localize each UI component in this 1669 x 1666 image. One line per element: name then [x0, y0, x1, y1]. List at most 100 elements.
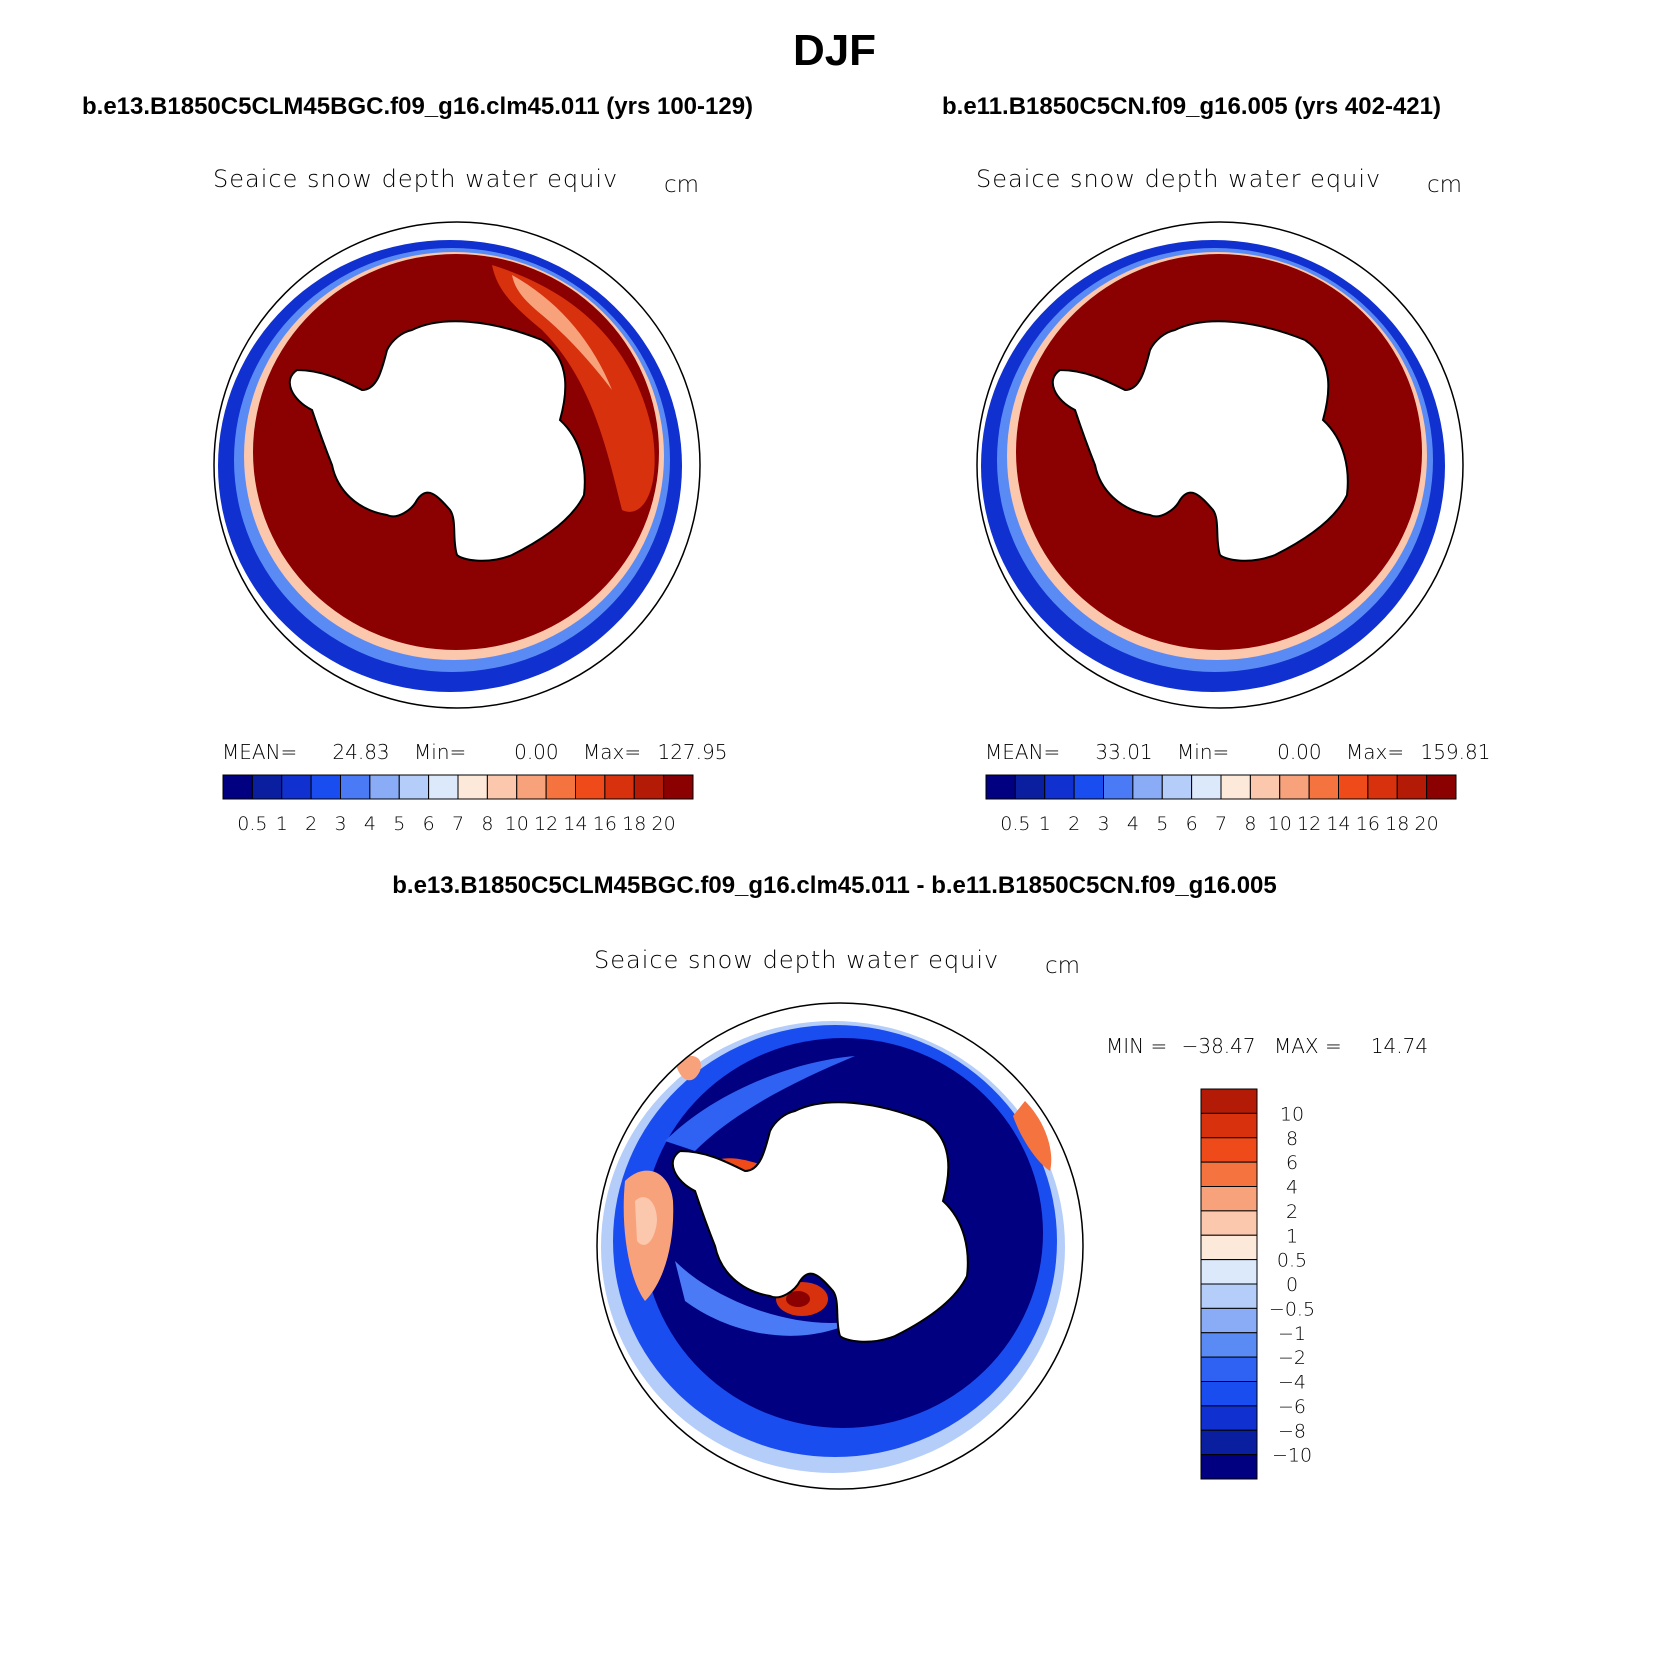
panel2-colorbar-tick-label: 2 — [1068, 813, 1080, 835]
diff-colorbar-box — [1200, 1405, 1258, 1431]
panel2-max-value: 159.81 — [1420, 740, 1491, 764]
panel1-colorbar-tick-label: 4 — [364, 813, 376, 835]
panel2-colorbar-box — [1161, 774, 1193, 800]
panel2-units-label: cm — [1427, 172, 1463, 198]
panel1-colorbar-box — [428, 774, 459, 800]
diff-colorbar-tick-label: −0.5 — [1269, 1298, 1315, 1320]
panel1-colorbar-box — [457, 774, 488, 800]
panel2-colorbar: 0.5 1 2 3 4 5 6 7 8 10 12 14 16 18 20 — [985, 774, 1457, 835]
panel2-max-label: Max= — [1345, 740, 1405, 764]
diff-title: b.e13.B1850C5CLM45BGC.f09_g16.clm45.011 … — [392, 872, 1277, 899]
panel1-colorbar-tick-label: 7 — [452, 813, 464, 835]
panel1-colorbar-tick-label: 12 — [534, 813, 558, 835]
panel2-colorbar-tick-label: 6 — [1186, 813, 1198, 835]
panel2-colorbar-tick-label: 1 — [1039, 813, 1051, 835]
panel2-mean-label: MEAN= — [985, 740, 1061, 764]
panel2-colorbar-box — [1103, 774, 1134, 800]
diff-colorbar-box — [1200, 1381, 1258, 1407]
panel1-colorbar-box — [281, 774, 312, 800]
panel2-colorbar-box — [1014, 774, 1046, 800]
diff-max-label: MAX = — [1273, 1034, 1342, 1058]
panel2-colorbar-tick-label: 4 — [1127, 813, 1139, 835]
panel1-colorbar-tick-label: 20 — [652, 813, 676, 835]
diff-colorbar-box — [1200, 1186, 1258, 1212]
diff-colorbar-tick-label: 0.5 — [1277, 1250, 1307, 1272]
panel2-colorbar-tick-label: 18 — [1385, 813, 1409, 835]
panel2-colorbar-tick-label: 12 — [1297, 813, 1321, 835]
panel1-map-boundary — [213, 221, 701, 709]
panel1-colorbar-box — [369, 774, 400, 800]
panel1-colorbar-box — [222, 774, 253, 800]
panel1-units-label: cm — [664, 172, 700, 198]
panel1-max-value: 127.95 — [657, 740, 728, 764]
panel1-colorbar-tick-label: 16 — [593, 813, 617, 835]
diff-colorbar-box — [1200, 1210, 1258, 1236]
panel1-lighter-band — [492, 265, 655, 512]
diff-colorbar-tick-label: −8 — [1278, 1420, 1306, 1442]
diff-units-label: cm — [1045, 953, 1081, 979]
diff-patch-blue-north — [665, 1056, 855, 1151]
panel2-colorbar-tick-label: 7 — [1215, 813, 1227, 835]
panel1-stats: MEAN= 24.83 Min= 0.00 Max= 127.95 — [222, 740, 727, 764]
diff-min-value: −38.47 — [1181, 1034, 1256, 1058]
diff-colorbar: 10 86 421 0.50−0.5 −1−2 −4−6−8 −10 — [1200, 1088, 1315, 1480]
panel2-colorbar-box — [1220, 774, 1251, 800]
panel1-colorbar: 0.5 1 2 3 4 5 6 7 8 10 12 14 16 18 20 — [222, 774, 694, 835]
diff-variable-label: Seaice snow depth water equiv — [594, 946, 1000, 974]
panel2-colorbar-box — [1426, 774, 1457, 800]
panel1-colorbar-box — [516, 774, 547, 800]
panel1-colorbar-tick-label: 1 — [276, 813, 288, 835]
diff-max-value: 14.74 — [1370, 1034, 1429, 1058]
panel1-mean-value: 24.83 — [332, 740, 390, 764]
diff-patch-red-west-core — [635, 1197, 657, 1245]
diff-colorbar-tick-label: 6 — [1286, 1152, 1298, 1174]
diff-colorbar-tick-label: 1 — [1286, 1225, 1298, 1247]
panel2-colorbar-box — [1367, 774, 1398, 800]
diff-colorbar-tick-label: 10 — [1280, 1103, 1304, 1125]
panel2-colorbar-box — [1338, 774, 1369, 800]
panel1-colorbar-tick-label: 18 — [622, 813, 646, 835]
panel2-colorbar-tick-label: 5 — [1156, 813, 1168, 835]
diff-antarctica — [671, 1101, 969, 1343]
diff-colorbar-box — [1200, 1259, 1258, 1285]
panel1-mean-label: MEAN= — [222, 740, 298, 764]
panel2-colorbar-box — [1396, 774, 1428, 800]
diff-colorbar-box — [1200, 1356, 1258, 1382]
panel1-colorbar-box — [575, 774, 606, 800]
panel2-stats: MEAN= 33.01 Min= 0.00 Max= 159.81 — [985, 740, 1490, 764]
diff-patch-blue-south — [675, 1261, 855, 1336]
panel1-colorbar-tick-label: 8 — [481, 813, 493, 835]
panel2-colorbar-tick-label: 14 — [1326, 813, 1350, 835]
diff-patch-red-east — [1013, 1101, 1052, 1171]
diff-colorbar-box — [1200, 1234, 1258, 1261]
panel2-colorbar-box — [1073, 774, 1104, 800]
panel1-polar-map — [213, 221, 701, 709]
panel2-title: b.e11.B1850C5CN.f09_g16.005 (yrs 402-421… — [942, 93, 1441, 120]
panel2-colorbar-box — [1249, 774, 1281, 800]
diff-colorbar-box — [1200, 1137, 1258, 1163]
diff-colorbar-tick-label: 2 — [1286, 1201, 1298, 1223]
panel2-colorbar-tick-label: 10 — [1268, 813, 1292, 835]
panel2-antarctica — [1051, 320, 1349, 562]
diff-polar-map — [596, 1002, 1084, 1490]
diff-colorbar-box — [1200, 1161, 1258, 1187]
panel2-colorbar-tick-label: 0.5 — [1000, 813, 1030, 835]
panel2-min-value: 0.00 — [1277, 740, 1322, 764]
panel1-colorbar-box — [663, 774, 694, 800]
panel1-colorbar-tick-label: 14 — [563, 813, 587, 835]
panel1-colorbar-box — [633, 774, 665, 800]
panel1-colorbar-box — [398, 774, 430, 800]
diff-colorbar-box — [1200, 1112, 1258, 1139]
panel2-colorbar-tick-label: 20 — [1415, 813, 1439, 835]
panel1-max-label: Max= — [582, 740, 642, 764]
panel2-colorbar-box — [1044, 774, 1075, 800]
panel1-colorbar-box — [340, 774, 371, 800]
panel2-map-boundary — [976, 221, 1464, 709]
diff-colorbar-tick-label: −6 — [1278, 1396, 1306, 1418]
panel2-colorbar-box — [1308, 774, 1339, 800]
panel2-colorbar-box — [1191, 774, 1222, 800]
panel1-colorbar-tick-label: 2 — [305, 813, 317, 835]
diff-map-boundary — [596, 1002, 1084, 1490]
diff-colorbar-tick-label: −2 — [1278, 1347, 1306, 1369]
diff-min-label: MIN = — [1106, 1034, 1168, 1058]
